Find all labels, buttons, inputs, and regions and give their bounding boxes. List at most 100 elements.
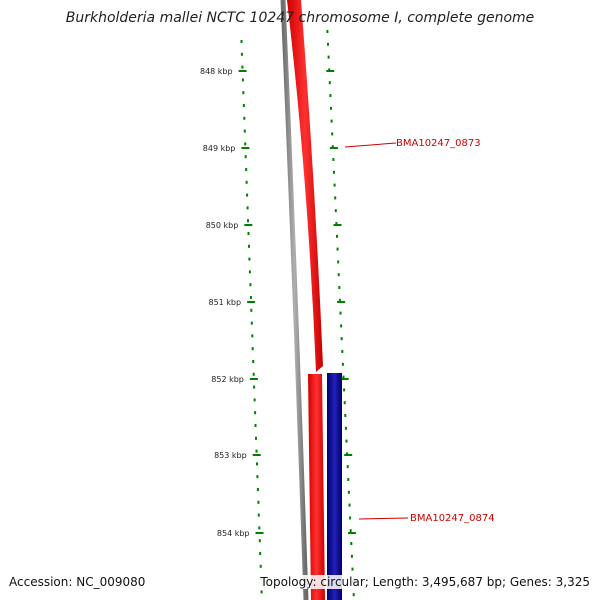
feature-ticks (326, 30, 356, 597)
ruler-minor-tick (248, 257, 251, 261)
feature-minor-tick (333, 170, 335, 174)
ruler-minor-tick (255, 449, 258, 453)
ruler-minor-tick (255, 436, 257, 440)
feature-minor-tick (350, 542, 353, 545)
ruler-minor-tick (250, 308, 253, 312)
ruler-label: 853 kbp (214, 451, 247, 460)
feature-minor-tick (332, 158, 335, 161)
feature-minor-tick (349, 516, 352, 520)
feature-minor-tick (347, 478, 350, 481)
ruler-minor-tick (247, 232, 250, 235)
ruler-minor-tick (245, 180, 248, 184)
feature-minor-tick (331, 132, 334, 136)
gene-bma10247-0874-arrow[interactable] (327, 373, 342, 600)
ruler-minor-tick (241, 78, 244, 82)
ruler-minor-tick (242, 91, 245, 95)
ruler-minor-tick (260, 590, 263, 594)
ruler-minor-tick (257, 500, 260, 504)
ruler-label: 848 kbp (200, 67, 233, 76)
gene-label-line-0874 (358, 517, 409, 520)
ruler-label: 851 kbp (208, 298, 241, 307)
feature-minor-tick (330, 106, 332, 110)
feature-minor-tick (329, 94, 332, 97)
ruler-minor-tick (249, 283, 252, 287)
feature-minor-tick (340, 337, 343, 341)
ruler-major-tick (244, 224, 253, 226)
feature-minor-tick (346, 465, 349, 469)
feature-minor-tick (327, 42, 329, 46)
ruler-minor-tick (257, 513, 260, 517)
ruler-minor-tick (258, 526, 261, 530)
feature-minor-tick (348, 503, 351, 507)
ruler-minor-tick (254, 411, 257, 415)
ruler-minor-tick (259, 552, 262, 555)
ruler-minor-tick (253, 385, 256, 389)
ruler-minor-tick (251, 347, 254, 351)
feature-major-tick (329, 147, 338, 149)
feature-minor-tick (338, 298, 341, 302)
ruler-major-tick (247, 301, 256, 303)
ruler-label: 850 kbp (206, 221, 239, 230)
feature-minor-tick (343, 401, 346, 405)
gene-bma10247-0873-arrow[interactable] (287, 0, 323, 372)
ruler-major-tick (252, 454, 261, 456)
feature-minor-tick (328, 68, 331, 72)
ruler-minor-tick (252, 360, 255, 363)
feature-minor-tick (350, 554, 353, 558)
feature-major-tick (344, 454, 353, 456)
ruler-minor-tick (244, 142, 247, 146)
map-title: Burkholderia mallei NCTC 10247 chromosom… (65, 10, 535, 26)
gene-label-bma10247-0874[interactable]: BMA10247_0874 (410, 513, 495, 524)
feature-minor-tick (341, 350, 344, 353)
backbone-track (280, 0, 309, 600)
feature-major-tick (337, 301, 346, 303)
gene-label-line-0873 (344, 142, 397, 148)
ruler-minor-tick (247, 219, 249, 223)
ruler-minor-tick (242, 104, 245, 107)
ruler-labels: 848 kbp 849 kbp 850 kbp 851 kbp 852 kbp 853 k… (200, 67, 250, 538)
feature-minor-tick (333, 183, 336, 187)
feature-minor-tick (328, 81, 331, 85)
ruler-label: 849 kbp (203, 144, 236, 153)
feature-minor-tick (339, 311, 342, 315)
feature-minor-tick (343, 388, 346, 392)
feature-minor-tick (327, 55, 330, 59)
gene-forward-continuation[interactable] (308, 374, 325, 600)
gene-label-bma10247-0873[interactable]: BMA10247_0873 (396, 138, 481, 149)
ruler-minor-tick (241, 65, 244, 69)
ruler-minor-tick (256, 475, 259, 479)
ruler-major-tick (255, 532, 264, 534)
feature-minor-tick (341, 362, 344, 366)
feature-minor-tick (346, 452, 349, 456)
feature-minor-tick (331, 145, 334, 149)
ruler-minor-tick (249, 296, 252, 299)
ruler-ticks (238, 40, 264, 594)
feature-major-tick (326, 70, 335, 72)
ruler-minor-tick (243, 129, 246, 133)
feature-minor-tick (337, 273, 340, 277)
feature-minor-tick (336, 247, 339, 251)
feature-minor-tick (334, 209, 337, 213)
feature-major-tick (340, 378, 349, 380)
ruler-minor-tick (248, 270, 251, 274)
ruler-minor-tick (243, 116, 246, 120)
ruler-minor-tick (252, 372, 255, 376)
ruler-minor-tick (251, 334, 254, 338)
ruler-minor-tick (256, 488, 259, 491)
feature-minor-tick (352, 593, 355, 597)
feature-minor-tick (351, 567, 354, 571)
feature-minor-tick (344, 426, 347, 430)
ruler-minor-tick (254, 424, 257, 427)
ruler-major-tick (241, 147, 250, 149)
ruler-major-tick (249, 378, 258, 380)
feature-minor-tick (349, 529, 352, 533)
feature-minor-tick (345, 439, 348, 443)
feature-minor-tick (347, 490, 350, 494)
ruler-minor-tick (246, 193, 249, 197)
feature-minor-tick (336, 234, 338, 238)
feature-major-tick (333, 224, 342, 226)
feature-minor-tick (340, 324, 343, 328)
feature-minor-tick (326, 30, 329, 33)
ruler-minor-tick (258, 539, 261, 543)
